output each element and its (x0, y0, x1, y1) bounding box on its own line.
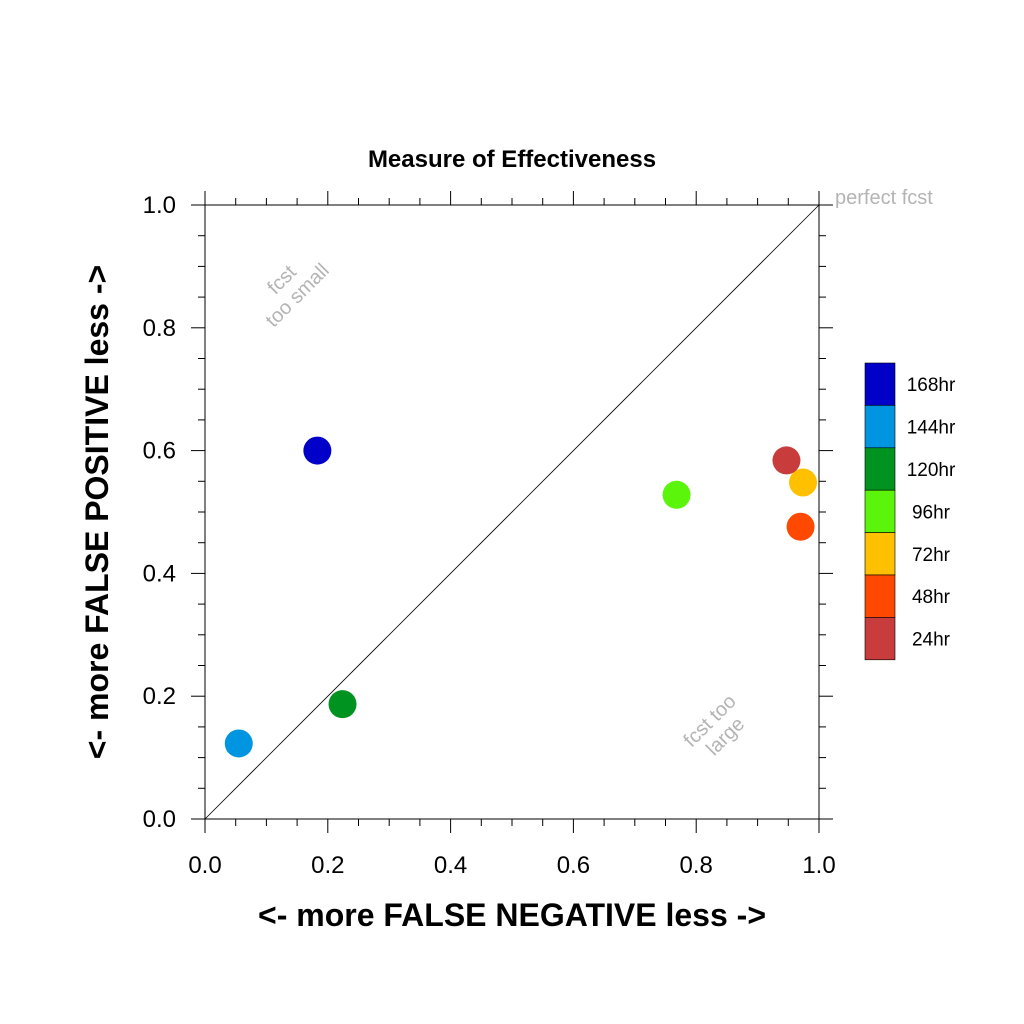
diagonal-reference-line (204, 204, 820, 820)
legend-label-168hr: 168hr (907, 375, 956, 396)
y-tick-label: 0.6 (143, 438, 176, 465)
legend-swatch-144hr (864, 405, 896, 449)
y-axis-title: <- more FALSE POSITIVE less -> (79, 265, 115, 759)
perfect-fcst-annotation: perfect fcst (835, 187, 933, 209)
x-tick-label: 0.4 (434, 852, 467, 879)
point-48hr (786, 512, 815, 541)
x-tick-label: 0.0 (188, 852, 221, 879)
point-144hr (224, 729, 253, 758)
too-small-annotation-line2: too small (262, 260, 334, 332)
legend-label-24hr: 24hr (912, 630, 951, 651)
too-large-annotation: fcst too large (680, 691, 750, 761)
legend-swatch-120hr (864, 447, 896, 491)
axis-ticks (191, 191, 833, 833)
point-120hr (328, 690, 357, 719)
point-96hr (662, 480, 691, 509)
legend-label-48hr: 48hr (912, 587, 951, 608)
data-points (224, 436, 818, 758)
legend-label-96hr: 96hr (912, 502, 951, 523)
x-tick-label: 0.2 (311, 852, 344, 879)
y-tick-label: 0.8 (143, 315, 176, 342)
y-tick-label: 1.0 (143, 192, 176, 219)
legend-label-120hr: 120hr (907, 460, 956, 481)
legend: 168hr 144hr 120hr 96hr 72hr 48hr 24hr (864, 362, 956, 661)
legend-swatch-72hr (864, 532, 896, 576)
y-tick-label: 0.2 (143, 683, 176, 710)
too-small-annotation: fcst too small (262, 260, 334, 332)
x-tick-label: 0.8 (680, 852, 713, 879)
point-72hr (789, 468, 818, 497)
legend-swatch-48hr (864, 574, 896, 618)
chart-title: Measure of Effectiveness (368, 146, 656, 173)
x-tick-label: 1.0 (802, 852, 835, 879)
legend-swatch-96hr (864, 489, 896, 533)
legend-swatch-168hr (864, 362, 896, 406)
legend-label-144hr: 144hr (907, 418, 956, 439)
legend-swatch-24hr (864, 617, 896, 661)
tick-labels: 0.0 0.2 0.4 0.6 0.8 1.0 0.0 0.2 0.4 0.6 0.8 1.0 (143, 192, 836, 879)
x-tick-label: 0.6 (557, 852, 590, 879)
x-axis-title: <- more FALSE NEGATIVE less -> (258, 897, 766, 933)
legend-label-72hr: 72hr (912, 545, 951, 566)
y-tick-label: 0.0 (143, 806, 176, 833)
point-168hr (303, 436, 332, 465)
diagonal-line (204, 204, 820, 820)
y-tick-label: 0.4 (143, 560, 176, 587)
point-24hr (772, 446, 801, 475)
